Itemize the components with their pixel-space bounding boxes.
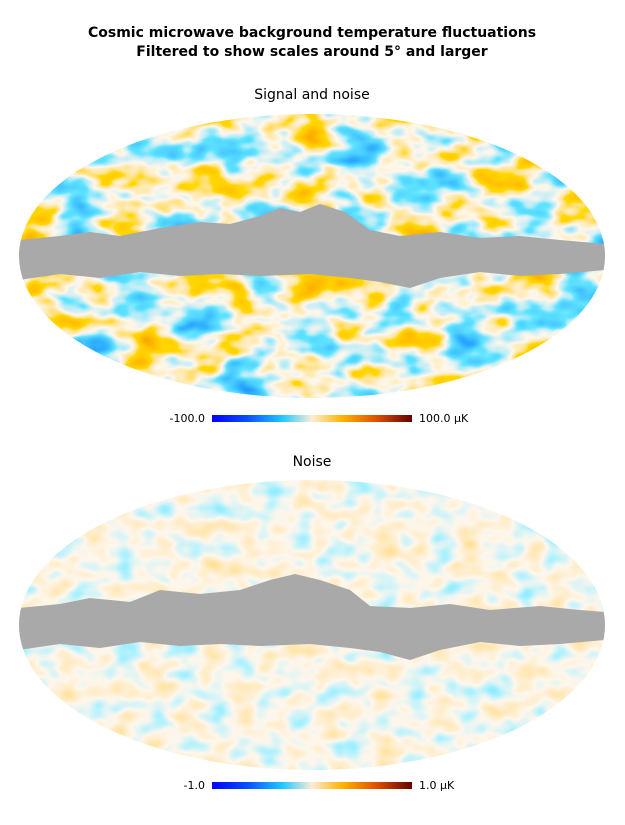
colorbar (212, 415, 412, 422)
colorbar (212, 782, 412, 789)
colorbar-min: -100.0 (170, 412, 205, 425)
title: Cosmic microwave background temperature … (88, 25, 536, 41)
panel-title: Signal and noise (254, 87, 369, 103)
title: Filtered to show scales around 5° and la… (136, 44, 488, 60)
colorbar-max: 1.0 μK (419, 779, 455, 792)
sky-map (19, 480, 605, 770)
sky-map (19, 114, 605, 398)
colorbar-max: 100.0 μK (419, 412, 469, 425)
colorbar-min: -1.0 (184, 779, 205, 792)
panel-title: Noise (293, 454, 332, 470)
